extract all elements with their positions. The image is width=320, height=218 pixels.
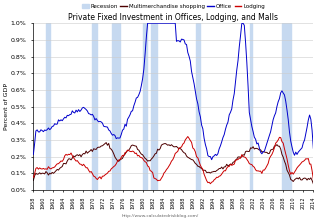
Title: Private Fixed Investment in Offices, Lodging, and Malls: Private Fixed Investment in Offices, Lod… (68, 14, 278, 22)
Bar (196, 23, 200, 190)
Bar (282, 23, 291, 190)
Bar (143, 23, 147, 190)
Bar (151, 23, 157, 190)
Bar (112, 23, 120, 190)
Bar (92, 23, 97, 190)
Y-axis label: Percent of GDP: Percent of GDP (4, 83, 9, 130)
Bar (250, 23, 252, 190)
Legend: Recession, Multimerchandise shopping, Office, Lodging: Recession, Multimerchandise shopping, Of… (82, 4, 265, 9)
Text: http://www.calculatedriskblog.com/: http://www.calculatedriskblog.com/ (121, 214, 199, 218)
Bar (46, 23, 50, 190)
